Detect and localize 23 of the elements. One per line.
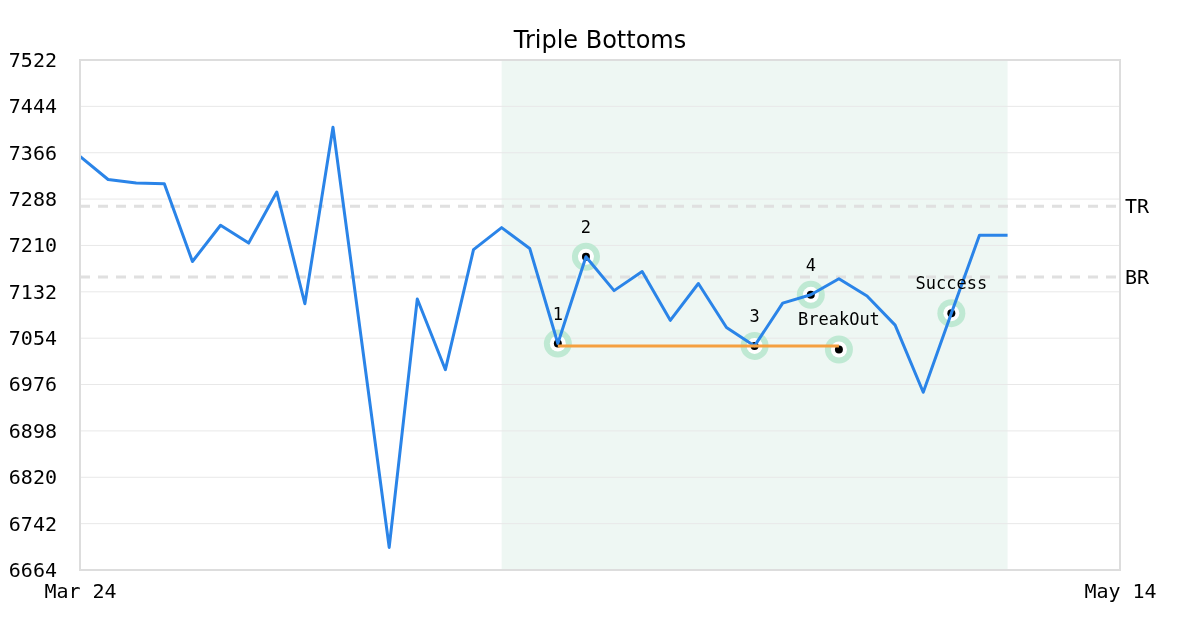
y-tick-label: 7054 [8, 326, 57, 351]
y-tick-label: 6664 [8, 557, 57, 582]
y-tick-label: 7210 [8, 233, 57, 258]
ref-line-label: BR [1125, 264, 1151, 289]
annotation: BreakOut [797, 309, 880, 330]
ref-line-label: TR [1125, 194, 1151, 219]
annotation: 1 [552, 303, 563, 324]
y-tick-label: 6898 [8, 418, 57, 443]
y-tick-label: 7132 [8, 279, 57, 304]
y-tick-label: 6742 [8, 511, 57, 536]
y-tick-label: 6820 [8, 465, 57, 490]
line-series [78, 125, 1010, 549]
chart-title: Triple Bottoms [512, 26, 687, 54]
x-tick-label: Mar 24 [44, 579, 117, 604]
x-tick-label: May 14 [1084, 579, 1157, 604]
annotation: 3 [749, 305, 760, 326]
y-tick-label: 7366 [8, 140, 57, 165]
y-tick-label: 6976 [8, 372, 57, 397]
y-tick-label: 7522 [8, 47, 57, 72]
y-tick-label: 7288 [8, 186, 57, 211]
annotation: 4 [805, 254, 816, 275]
annotation: 2 [580, 216, 592, 237]
y-tick-label: 7444 [8, 94, 57, 119]
